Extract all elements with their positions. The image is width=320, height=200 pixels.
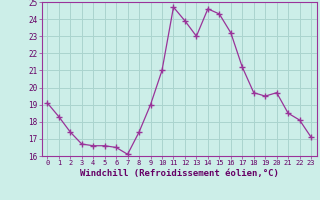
X-axis label: Windchill (Refroidissement éolien,°C): Windchill (Refroidissement éolien,°C) [80, 169, 279, 178]
